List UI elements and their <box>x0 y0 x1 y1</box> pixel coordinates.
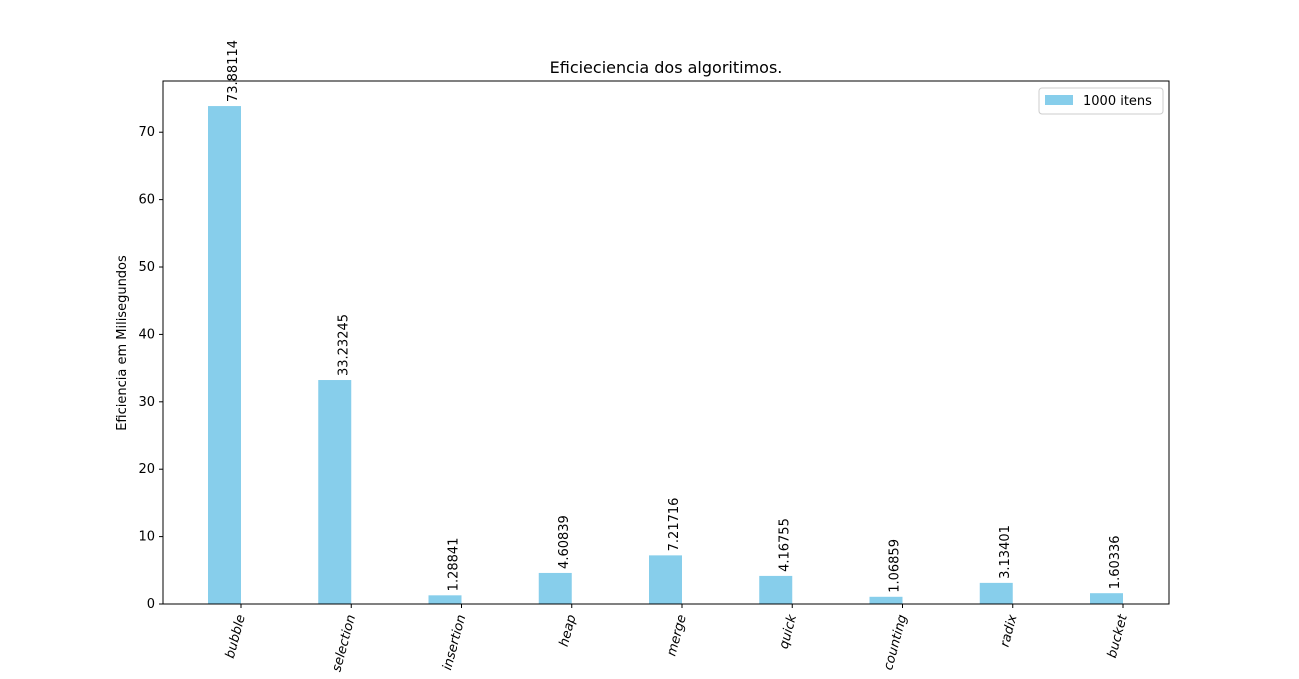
bar-counting <box>869 596 903 604</box>
bar-bucket <box>1090 593 1123 604</box>
y-tick-label-20: 20 <box>138 462 155 477</box>
legend-swatch <box>1045 95 1073 105</box>
value-label-selection: 33.23245 <box>336 314 351 376</box>
value-label-heap: 4.60839 <box>557 515 572 569</box>
bar-insertion <box>428 595 462 604</box>
value-label-counting: 1.06859 <box>888 539 903 593</box>
bar-bubble <box>208 106 241 604</box>
legend: 1000 itens <box>1038 87 1164 115</box>
y-tick-label-40: 40 <box>138 327 155 342</box>
plot-frame <box>162 80 1170 605</box>
chart-title: Eficieciencia dos algoritimos. <box>550 58 783 77</box>
bar-merge <box>649 555 682 604</box>
y-tick-label-10: 10 <box>138 530 155 545</box>
legend-box <box>1038 87 1164 115</box>
bar-radix <box>979 582 1013 604</box>
bars-group <box>208 106 1123 604</box>
value-label-bubble: 73.88114 <box>226 40 241 102</box>
y-axis: 0 10 20 30 40 50 60 70 <box>138 125 163 612</box>
bar-quick <box>759 575 793 604</box>
value-label-merge: 7.21716 <box>667 498 682 552</box>
value-label-quick: 4.16755 <box>777 518 792 572</box>
y-axis-label: Eficiencia em Milisegundos <box>115 255 130 431</box>
bar-heap <box>538 572 572 604</box>
y-tick-label-50: 50 <box>138 260 155 275</box>
y-tick-label-60: 60 <box>138 193 155 208</box>
bar-selection <box>318 380 352 604</box>
legend-label: 1000 itens <box>1083 94 1152 109</box>
value-label-insertion: 1.28841 <box>447 538 462 592</box>
value-label-radix: 3.13401 <box>998 525 1013 579</box>
y-tick-label-30: 30 <box>138 395 155 410</box>
y-tick-label-70: 70 <box>138 125 155 140</box>
value-label-bucket: 1.60336 <box>1108 535 1123 589</box>
y-tick-label-0: 0 <box>147 597 155 612</box>
value-labels-group: 73.88114 33.23245 1.28841 4.60839 7.21716 4.1… <box>226 40 1123 593</box>
